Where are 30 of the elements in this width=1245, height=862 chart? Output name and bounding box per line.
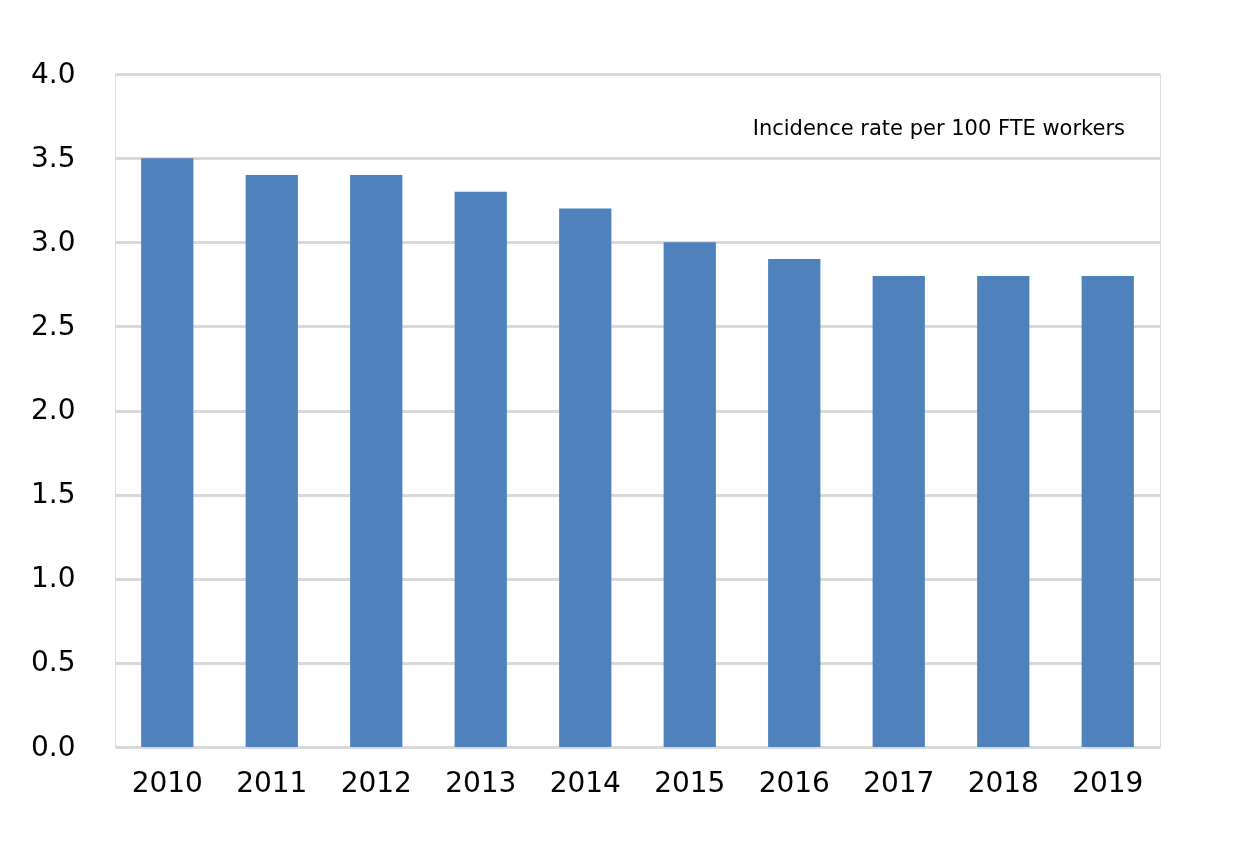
bar [872, 275, 925, 747]
x-tick-label: 2013 [445, 765, 517, 799]
y-tick-label: 4.0 [30, 56, 76, 90]
bar [768, 259, 821, 747]
y-tick-label: 2.0 [30, 393, 76, 426]
x-tick-label: 2010 [131, 765, 203, 799]
x-tick-label: 2015 [654, 765, 726, 799]
bar [559, 208, 612, 747]
bar [454, 191, 507, 747]
y-tick-label: 2.5 [30, 308, 76, 342]
x-tick-label: 2017 [863, 765, 935, 799]
bar [1081, 275, 1134, 747]
y-tick-label: 1.0 [30, 561, 76, 595]
bar [245, 174, 298, 747]
y-tick-label: 1.5 [30, 477, 76, 511]
y-tick-label: 0.5 [30, 645, 76, 679]
y-tick-label: 3.5 [30, 140, 76, 174]
bar [663, 242, 716, 747]
x-tick-label: 2014 [549, 765, 621, 799]
x-tick-label: 2018 [967, 765, 1039, 799]
bar [350, 174, 403, 747]
x-tick-label: 2012 [340, 765, 412, 799]
annotation: Incidence rate per 100 FTE workers [752, 116, 1125, 140]
bar [977, 275, 1030, 747]
x-tick-label: 2016 [758, 765, 830, 799]
y-tick-label: 0.0 [30, 729, 76, 763]
bar [141, 158, 194, 747]
y-tick-label: 3.0 [30, 224, 76, 258]
x-tick-label: 2019 [1072, 765, 1144, 799]
x-tick-label: 2011 [236, 765, 308, 799]
